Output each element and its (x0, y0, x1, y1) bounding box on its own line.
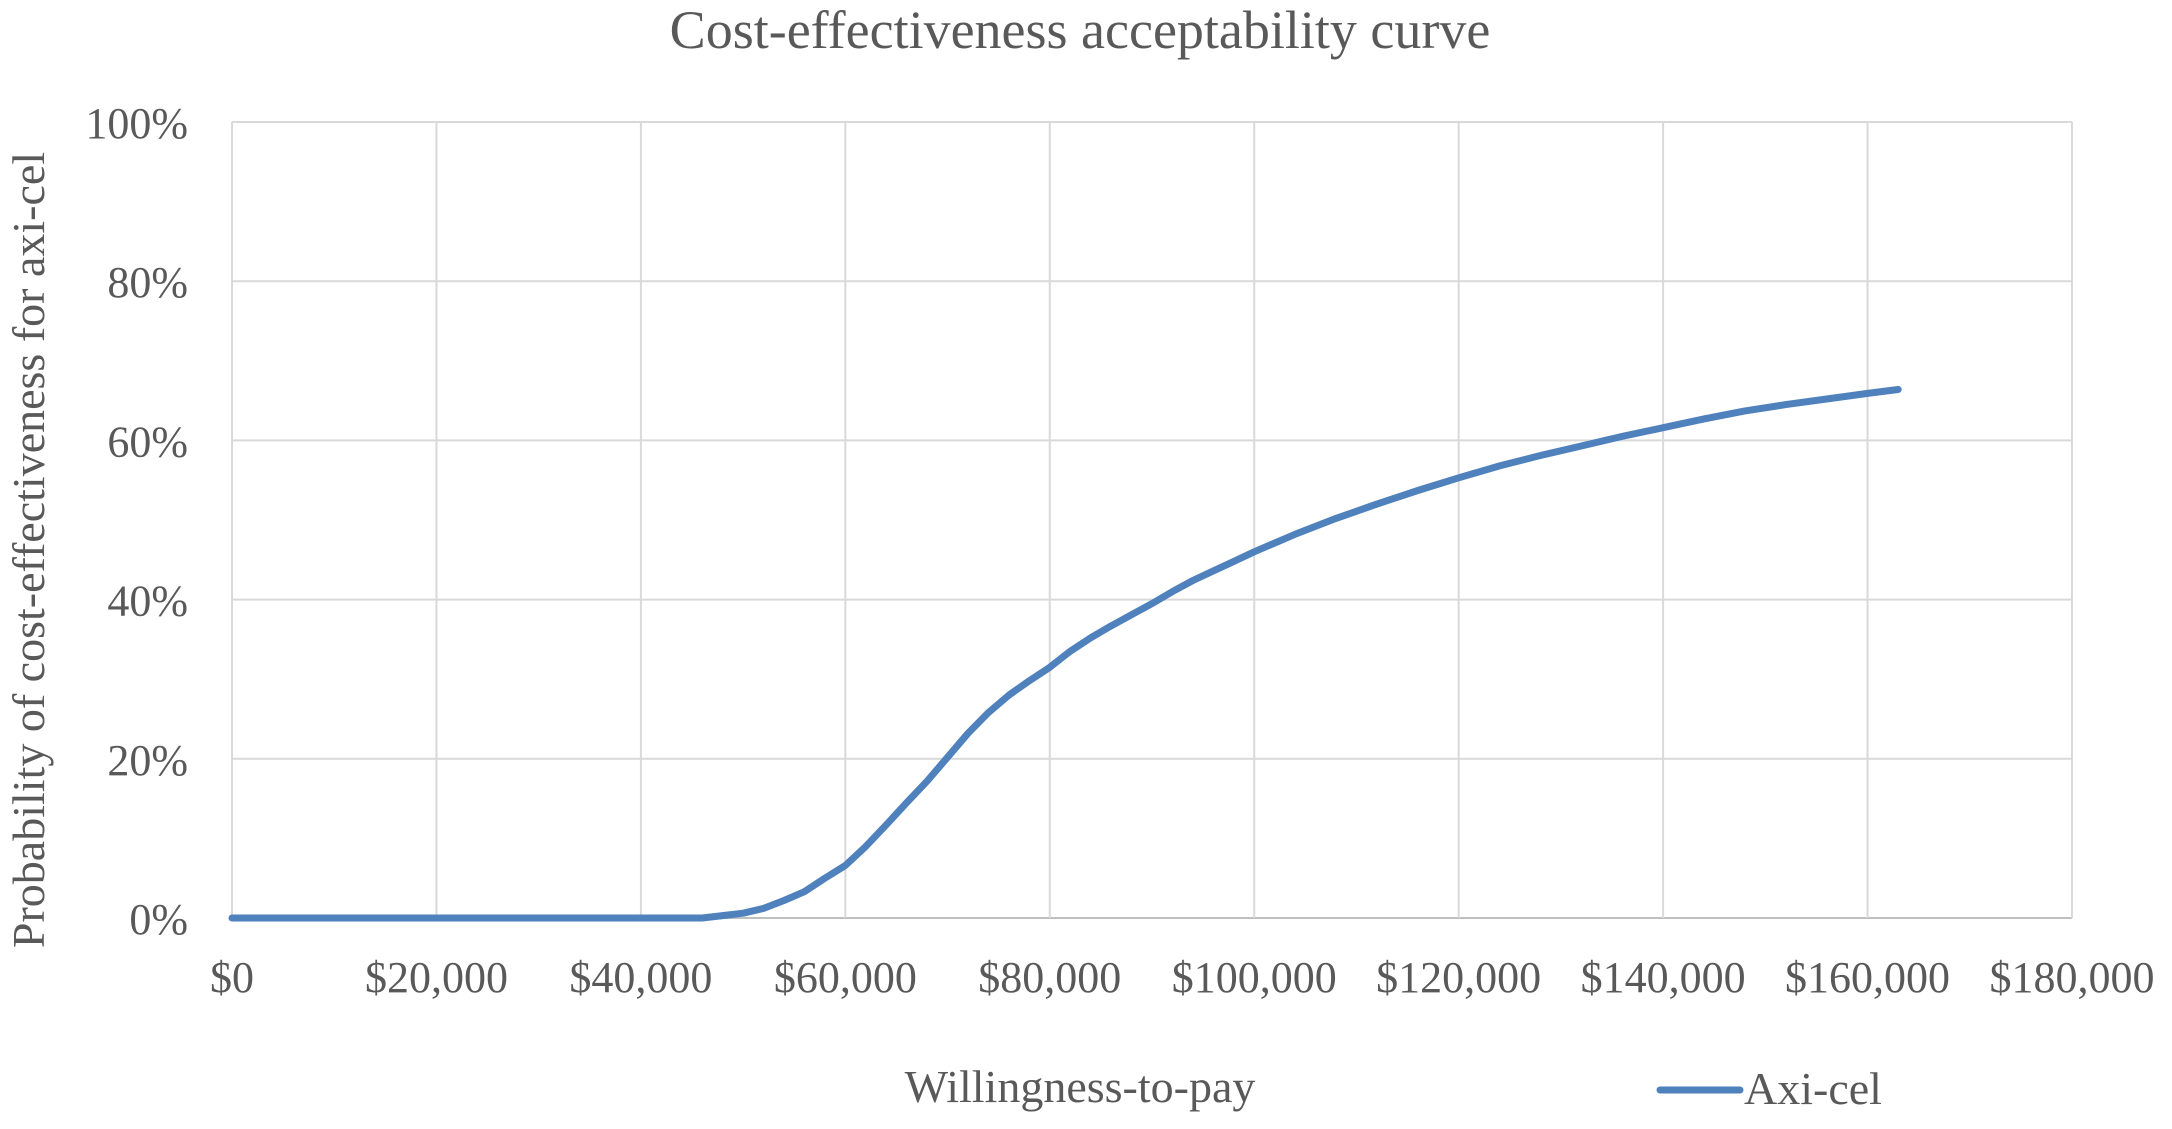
x-tick-label: $0 (210, 953, 254, 1002)
x-tick-label: $140,000 (1581, 953, 1746, 1002)
x-tick-label: $60,000 (774, 953, 917, 1002)
y-axis-title: Probability of cost-effectiveness for ax… (3, 152, 54, 948)
x-tick-label: $120,000 (1376, 953, 1541, 1002)
y-tick-label: 20% (107, 736, 188, 785)
series-line-axi-cel (228, 386, 1902, 922)
x-tick-label: $180,000 (1990, 953, 2155, 1002)
legend: Axi-cel (1656, 1063, 1882, 1114)
x-tick-label: $80,000 (978, 953, 1121, 1002)
grid-layer (231, 121, 2073, 919)
y-tick-label: 100% (85, 99, 188, 148)
x-axis-title: Willingness-to-pay (905, 1061, 1256, 1112)
x-tick-label: $100,000 (1172, 953, 1337, 1002)
series-layer (228, 386, 1902, 922)
x-tick-label: $20,000 (365, 953, 508, 1002)
x-tick-label: $160,000 (1785, 953, 1950, 1002)
legend-label-axi-cel: Axi-cel (1744, 1063, 1882, 1114)
x-tick-labels: $0 $20,000 $40,000 $60,000 $80,000 $100,000 $1… (210, 953, 2155, 1002)
chart-title: Cost-effectiveness acceptability curve (670, 0, 1491, 60)
y-tick-label: 80% (107, 258, 188, 307)
y-tick-label: 40% (107, 577, 188, 626)
y-tick-labels: 0% 20% 40% 60% 80% 100% (85, 99, 188, 944)
x-tick-label: $40,000 (569, 953, 712, 1002)
y-tick-label: 0% (129, 895, 188, 944)
y-tick-label: 60% (107, 417, 188, 466)
